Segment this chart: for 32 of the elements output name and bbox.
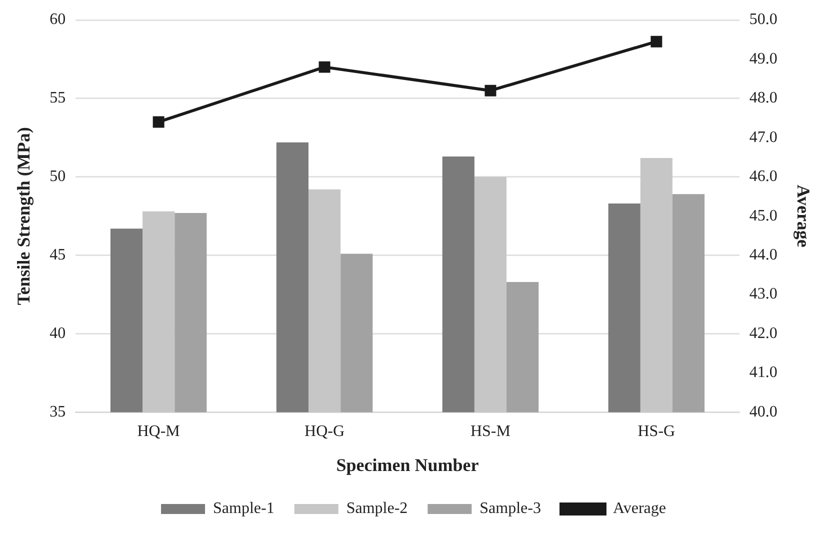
y-tick-label: 60: [50, 11, 66, 28]
x-tick-label: HQ-G: [304, 423, 345, 440]
y2-tick-label: 46.0: [749, 168, 778, 186]
y2-axis-title: Average: [794, 184, 814, 248]
y2-tick-label: 41.0: [749, 364, 778, 382]
y-axis-title: Tensile Strength (MPa): [13, 127, 34, 306]
x-tick-label: HS-G: [638, 423, 676, 440]
y-tick-label: 35: [50, 403, 66, 420]
legend-label: Average: [612, 500, 666, 518]
point: [650, 36, 662, 48]
legend-label: Sample-3: [480, 500, 541, 518]
y2-tick-label: 45.0: [749, 207, 778, 224]
y2-tick-label: 47.0: [749, 128, 778, 146]
y2-tick-label: 48.0: [749, 90, 778, 107]
y2-tick-label: 40.0: [749, 403, 778, 420]
x-tick-label: HS-M: [470, 423, 510, 440]
point: [152, 116, 164, 128]
y2-tick-label: 42.0: [749, 324, 778, 342]
y-tick-label: 55: [50, 90, 66, 107]
legend-label: Sample-2: [346, 500, 408, 518]
point: [318, 61, 330, 73]
point: [484, 84, 496, 96]
y2-tick-label: 43.0: [749, 286, 778, 303]
y-tick-label: 45: [50, 246, 66, 264]
legend-label: Sample-1: [213, 500, 274, 518]
y2-tick-label: 49.0: [749, 50, 778, 68]
y2-tick-label: 44.0: [749, 246, 778, 264]
y-tick-label: 40: [50, 324, 66, 342]
y-tick-label: 50: [50, 168, 66, 186]
y2-tick-label: 50.0: [749, 11, 778, 28]
x-axis-title: Specimen Number: [336, 454, 479, 475]
x-tick-label: HQ-M: [137, 423, 180, 440]
